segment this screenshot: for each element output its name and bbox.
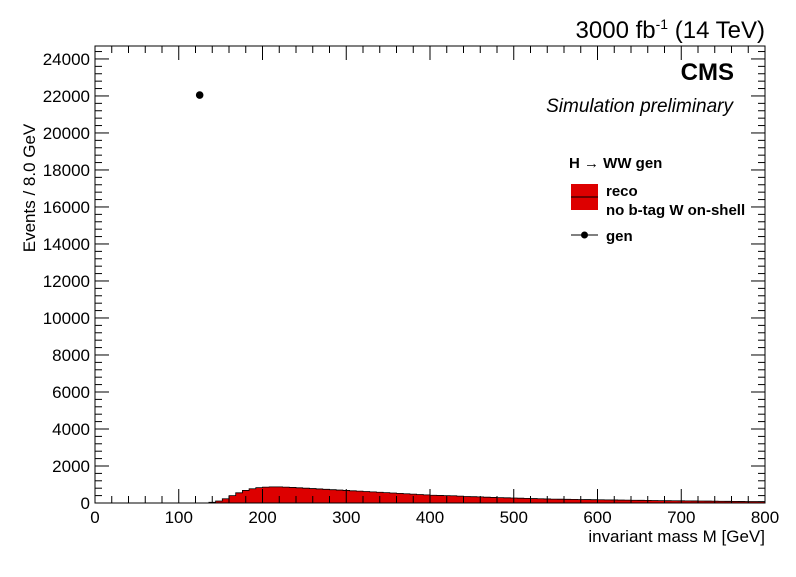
y-tick-label: 8000 [52, 346, 90, 365]
reco-histogram-area [208, 486, 766, 504]
legend-gen-label: gen [606, 228, 633, 245]
y-tick-label: 4000 [52, 420, 90, 439]
x-tick-label: 300 [332, 508, 360, 527]
x-tick-label: 600 [583, 508, 611, 527]
x-tick-label: 0 [90, 508, 99, 527]
luminosity-label: 3000 fb-1 (14 TeV) [576, 16, 765, 44]
experiment-label: CMS [681, 59, 734, 86]
y-axis-title: Events / 8.0 GeV [20, 123, 39, 252]
lumi-value: 3000 fb [576, 17, 656, 44]
gen-point-0 [195, 91, 204, 99]
y-tick-label: 16000 [43, 198, 90, 217]
status-label: Simulation preliminary [546, 96, 734, 117]
x-tick-label: 500 [500, 508, 528, 527]
lumi-exponent: -1 [656, 16, 669, 32]
legend-reco-sublabel: no b-tag W on-shell [606, 202, 745, 219]
x-tick-label: 800 [751, 508, 779, 527]
y-tick-label: 10000 [43, 309, 90, 328]
y-tick-label: 2000 [52, 457, 90, 476]
x-tick-label: 100 [165, 508, 193, 527]
legend-reco-label: reco [606, 183, 638, 200]
legend-gen-marker [581, 231, 588, 239]
y-tick-label: 6000 [52, 383, 90, 402]
legend: H → WW gen reco no b-tag W on-shell gen [569, 155, 745, 245]
y-tick-label: 22000 [43, 87, 90, 106]
legend-header: H → WW gen [569, 155, 662, 172]
y-tick-label: 20000 [43, 124, 90, 143]
x-tick-label: 700 [667, 508, 695, 527]
y-tick-label: 0 [81, 494, 90, 513]
gen-markers [195, 91, 204, 99]
y-tick-label: 12000 [43, 272, 90, 291]
y-axis-ticks: 0 2000 4000 6000 8000 10000 12000 14000 16000 180… [43, 50, 765, 513]
y-tick-label: 24000 [43, 50, 90, 69]
x-axis-ticks: 0 100 200 300 400 500 600 700 800 [90, 46, 779, 527]
reco-histogram [208, 486, 766, 504]
x-tick-label: 400 [416, 508, 444, 527]
lumi-energy: (14 TeV) [668, 17, 765, 44]
y-tick-label: 14000 [43, 235, 90, 254]
x-tick-label: 200 [248, 508, 276, 527]
y-tick-label: 18000 [43, 161, 90, 180]
x-axis-title: invariant mass M [GeV] [588, 527, 765, 546]
